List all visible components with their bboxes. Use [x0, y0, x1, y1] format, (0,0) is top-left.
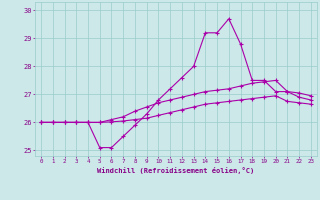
X-axis label: Windchill (Refroidissement éolien,°C): Windchill (Refroidissement éolien,°C): [97, 167, 255, 174]
